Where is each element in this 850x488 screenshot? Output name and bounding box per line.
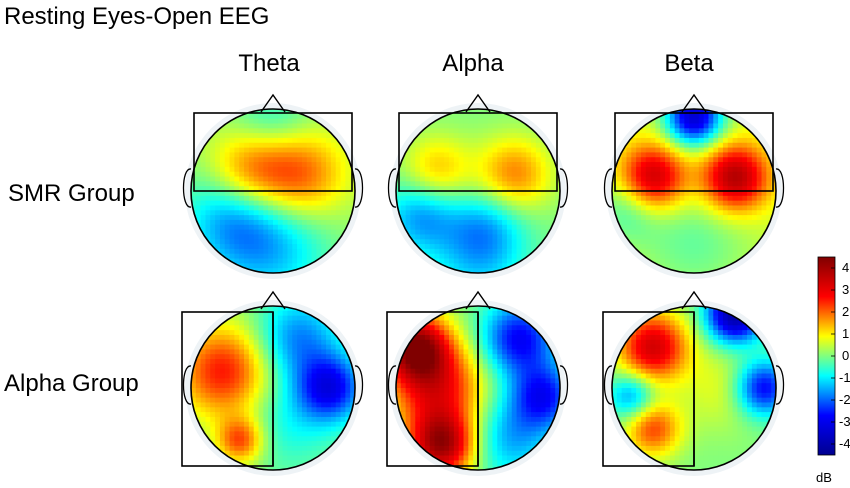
- nose-outline: [465, 93, 491, 113]
- right-ear-outline: [559, 365, 569, 405]
- colorbar-tick-label: -2: [839, 392, 850, 407]
- head-outline: [611, 108, 777, 274]
- colorbar-unit: dB: [816, 470, 832, 485]
- colorbar-tick-label: 0: [842, 348, 850, 363]
- topomap-alpha-group-beta: [602, 290, 785, 476]
- left-ear-outline: [387, 365, 397, 405]
- right-ear-outline: [775, 168, 785, 208]
- nose-outline: [681, 290, 707, 310]
- nose-outline: [681, 93, 707, 113]
- left-ear-outline: [182, 168, 192, 208]
- nose-outline: [260, 93, 286, 113]
- row-label-smr-group: SMR Group: [8, 180, 135, 207]
- row-label-alpha-group: Alpha Group: [4, 370, 139, 397]
- right-ear-outline: [354, 168, 364, 208]
- topomap-smr-group-theta: [182, 93, 364, 279]
- topomap-alpha-group-theta: [181, 290, 364, 476]
- nose-outline: [465, 290, 491, 310]
- column-title-alpha: Alpha: [442, 50, 504, 77]
- topomap-alpha-group-alpha: [386, 290, 569, 476]
- column-title-beta: Beta: [664, 50, 714, 77]
- head-outline: [190, 108, 356, 274]
- colorbar-tick-label: 3: [842, 282, 850, 297]
- topomap-smr-group-beta: [603, 93, 785, 279]
- left-ear-outline: [182, 365, 192, 405]
- colorbar-tick-label: 2: [842, 304, 850, 319]
- column-title-theta: Theta: [238, 50, 300, 77]
- colorbar-tick-label: -1: [839, 370, 850, 385]
- head-outline: [611, 305, 777, 471]
- right-ear-outline: [559, 168, 569, 208]
- right-ear-outline: [775, 365, 785, 405]
- colorbar-tick-label: -3: [839, 414, 850, 429]
- head-outline: [395, 108, 561, 274]
- region-box: [398, 112, 558, 192]
- colorbar-tick-label: -4: [839, 436, 850, 451]
- region-box: [193, 112, 353, 192]
- left-ear-outline: [603, 168, 613, 208]
- left-ear-outline: [603, 365, 613, 405]
- head-outline: [395, 305, 561, 471]
- colorbar-tick-label: 4: [842, 260, 850, 275]
- topomap-smr-group-alpha: [387, 93, 569, 279]
- head-outline: [190, 305, 356, 471]
- region-box: [614, 112, 774, 192]
- left-ear-outline: [387, 168, 397, 208]
- nose-outline: [260, 290, 286, 310]
- right-ear-outline: [354, 365, 364, 405]
- colorbar-tick-label: 1: [842, 326, 850, 341]
- figure-title: Resting Eyes-Open EEG: [4, 3, 270, 30]
